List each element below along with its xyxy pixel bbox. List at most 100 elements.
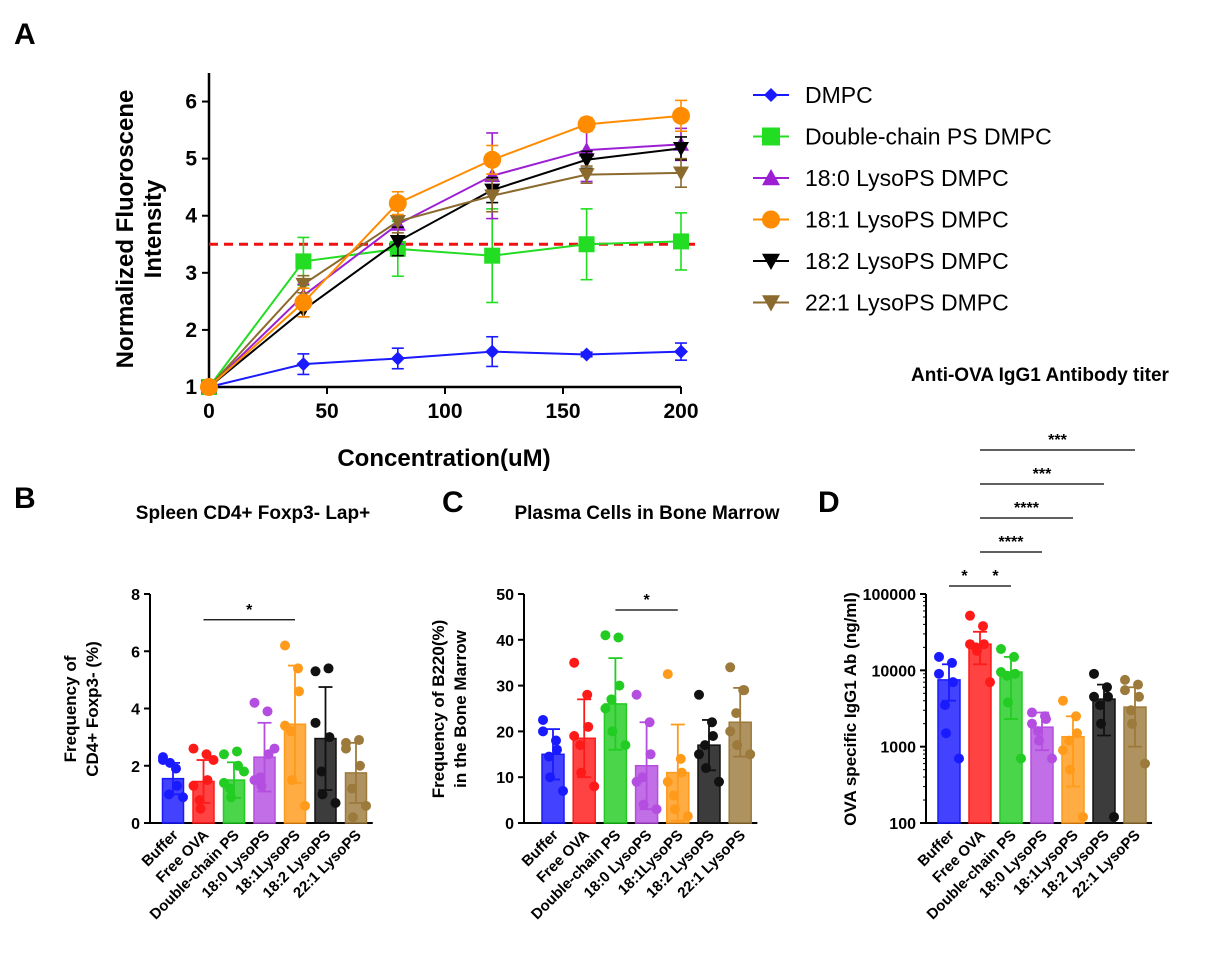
- data-point: [576, 767, 587, 778]
- panel-d-y-tick-label: 100000: [863, 587, 916, 604]
- data-point: [232, 746, 242, 757]
- panel-b-y-axis-title-line1: Frequency of: [61, 655, 80, 762]
- data-point: [662, 776, 673, 787]
- panel-a-data-point: [389, 215, 406, 230]
- data-point: [158, 752, 168, 763]
- legend-label: 18:2 LysoPS DMPC: [805, 248, 1009, 274]
- data-point: [668, 790, 679, 801]
- data-point: [1064, 735, 1074, 746]
- legend-label: DMPC: [805, 82, 873, 108]
- panel-c-y-tick-label: 40: [496, 633, 514, 650]
- data-point: [551, 735, 561, 746]
- data-point: [341, 743, 351, 754]
- data-point: [631, 776, 642, 787]
- data-point: [1003, 697, 1013, 708]
- data-point: [701, 763, 711, 774]
- panel-a-data-point: [674, 344, 688, 359]
- panel-d-title: Anti-OVA IgG1 Antibody titer: [911, 365, 1169, 386]
- significance-marker: *: [992, 568, 999, 585]
- panel-a-data-point: [294, 293, 313, 312]
- data-point: [725, 662, 736, 673]
- data-point: [620, 740, 631, 751]
- data-point: [675, 753, 686, 764]
- panel-a-data-point: [673, 166, 689, 181]
- significance-marker: ***: [1048, 432, 1067, 449]
- legend-label: 22:1 LysoPS DMPC: [805, 290, 1009, 316]
- legend-label: 18:0 LysoPS DMPC: [805, 165, 1009, 191]
- data-point: [249, 697, 260, 708]
- data-point: [583, 721, 594, 732]
- panel-b-y-tick-label: 0: [131, 816, 140, 833]
- legend-label: Double-chain PS DMPC: [805, 124, 1052, 150]
- data-point: [249, 775, 260, 786]
- panel-a-data-point: [577, 115, 596, 134]
- panel-a-y-tick-label: 2: [185, 319, 197, 342]
- panel-b-y-tick-label: 8: [131, 587, 140, 604]
- panel-a-y-tick-label: 5: [185, 148, 197, 171]
- panel-a-data-point: [672, 106, 690, 125]
- data-point: [164, 789, 174, 800]
- panel-b-title: Spleen CD4+ Foxp3- Lap+: [136, 503, 370, 524]
- panel-a-data-point: [389, 235, 406, 250]
- data-point: [965, 639, 975, 650]
- data-point: [188, 743, 199, 754]
- data-point: [694, 689, 704, 700]
- data-point: [355, 760, 365, 771]
- panel-b-y-axis-title-line2: CD4+ Foxp3- (%): [83, 641, 102, 777]
- data-point: [1009, 651, 1019, 662]
- data-point: [1010, 668, 1020, 679]
- data-point: [996, 644, 1006, 655]
- data-point: [662, 669, 673, 680]
- data-point: [310, 666, 321, 677]
- data-point: [361, 800, 371, 811]
- data-point: [979, 639, 989, 650]
- data-point: [1095, 700, 1105, 711]
- data-point: [201, 749, 212, 760]
- data-point: [732, 740, 743, 751]
- data-point: [638, 799, 649, 810]
- data-point: [202, 775, 213, 786]
- data-point: [651, 804, 662, 815]
- significance-marker: ***: [1033, 466, 1052, 483]
- data-point: [1058, 695, 1068, 706]
- data-point: [544, 751, 554, 762]
- panel-d-y-tick-label: 10000: [872, 663, 917, 680]
- panel-c-y-tick-label: 50: [496, 587, 514, 604]
- panel-a-series-line: [208, 240, 682, 388]
- data-point: [941, 728, 951, 739]
- data-point: [294, 686, 304, 697]
- panel-a-series-line: [208, 171, 682, 388]
- data-point: [280, 720, 290, 731]
- significance-marker: *: [961, 568, 968, 585]
- data-point: [600, 703, 611, 714]
- panel-a-x-tick-label: 0: [203, 400, 215, 423]
- data-point: [972, 645, 982, 656]
- legend-swatch-marker: [762, 210, 780, 229]
- data-point: [965, 610, 975, 621]
- panel-label-c: C: [442, 486, 464, 519]
- data-point: [631, 689, 642, 700]
- panel-c-y-tick-label: 20: [496, 724, 514, 741]
- significance-marker: ****: [999, 534, 1025, 551]
- panel-a-x-tick-label: 200: [663, 400, 698, 423]
- panel-a-data-point: [388, 194, 407, 213]
- data-point: [178, 792, 188, 803]
- panel-a-data-point: [578, 142, 595, 157]
- panel-a-line-chart: Concentration(uM) Normalized Fluoroscene…: [112, 73, 1052, 472]
- panel-a-data-point: [296, 357, 311, 372]
- significance-marker: ****: [1014, 500, 1040, 517]
- panel-a-y-tick-label: 3: [185, 262, 197, 285]
- data-point: [1120, 685, 1130, 696]
- panel-a-data-point: [673, 233, 689, 250]
- data-point: [1041, 714, 1051, 725]
- panel-b-y-tick-label: 4: [131, 702, 140, 719]
- data-point: [1034, 735, 1044, 746]
- panel-c-y-axis-title-line1: Frequency of B220(%): [429, 620, 448, 799]
- panel-a-series-line: [208, 114, 682, 388]
- data-point: [985, 677, 995, 688]
- panel-c-title: Plasma Cells in Bone Marrow: [514, 503, 779, 524]
- data-point: [347, 783, 357, 794]
- panel-a-data-point: [484, 189, 501, 204]
- bar: [968, 643, 992, 824]
